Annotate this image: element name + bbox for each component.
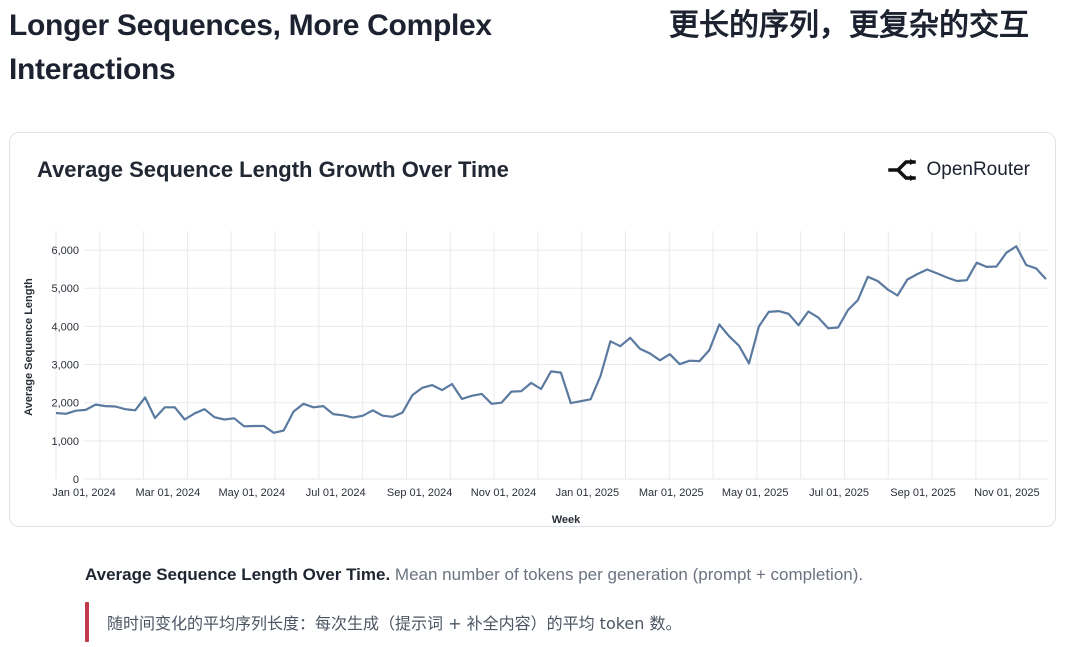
y-tick-label: 6,000: [51, 245, 79, 257]
grid: [55, 231, 1048, 480]
x-tick-label: Nov 01, 2024: [471, 487, 536, 499]
figure-caption: Average Sequence Length Over Time. Mean …: [85, 565, 1045, 585]
x-tick-label: May 01, 2024: [218, 487, 285, 499]
x-tick-label: Mar 01, 2024: [135, 487, 200, 499]
x-tick-label: Jan 01, 2024: [52, 487, 116, 499]
x-tick-label: Sep 01, 2025: [890, 487, 955, 499]
x-axis-label: Week: [552, 514, 581, 526]
caption-text: Mean number of tokens per generation (pr…: [394, 565, 864, 584]
caption-chinese: 随时间变化的平均序列长度：每次生成（提示词 + 补全内容）的平均 token 数…: [107, 614, 682, 633]
x-tick-label: Jan 01, 2025: [556, 487, 620, 499]
series-line: [55, 245, 1047, 434]
y-axis-ticks: 0 1,000 2,000 3,000 4,000 5,000 6,000: [51, 245, 79, 486]
chart-card: Average Sequence Length Growth Over Time…: [9, 132, 1056, 527]
data-points: [55, 245, 1047, 434]
y-tick-label: 5,000: [51, 283, 79, 295]
openrouter-logo-icon: [888, 159, 917, 181]
brand-name: OpenRouter: [926, 159, 1030, 180]
x-tick-label: Jul 01, 2025: [809, 487, 869, 499]
y-tick-label: 4,000: [51, 321, 79, 333]
page-title-english: Longer Sequences, More Complex Interacti…: [9, 9, 492, 86]
x-tick-label: Sep 01, 2024: [387, 487, 452, 499]
y-axis-label: Average Sequence Length: [23, 278, 35, 416]
x-axis-ticks: Jan 01, 2024 Mar 01, 2024 May 01, 2024 Jul …: [52, 487, 1039, 499]
y-tick-label: 1,000: [51, 436, 79, 448]
x-tick-label: May 01, 2025: [722, 487, 789, 499]
x-tick-label: Mar 01, 2025: [639, 487, 704, 499]
y-tick-label: 2,000: [51, 398, 79, 410]
x-tick-label: Nov 01, 2025: [974, 487, 1039, 499]
line-chart: 0 1,000 2,000 3,000 4,000 5,000 6,000 Jan 01, …: [23, 231, 1048, 526]
chart-title: Average Sequence Length Growth Over Time: [37, 157, 509, 182]
y-tick-label: 3,000: [51, 360, 79, 372]
x-tick-label: Jul 01, 2024: [306, 487, 366, 499]
brand: OpenRouter: [888, 159, 1030, 181]
caption-title: Average Sequence Length Over Time.: [85, 565, 391, 584]
quote-bar: [85, 602, 89, 642]
y-tick-label: 0: [73, 474, 79, 486]
page-title-chinese: 更长的序列，更复杂的交互: [669, 8, 1029, 43]
